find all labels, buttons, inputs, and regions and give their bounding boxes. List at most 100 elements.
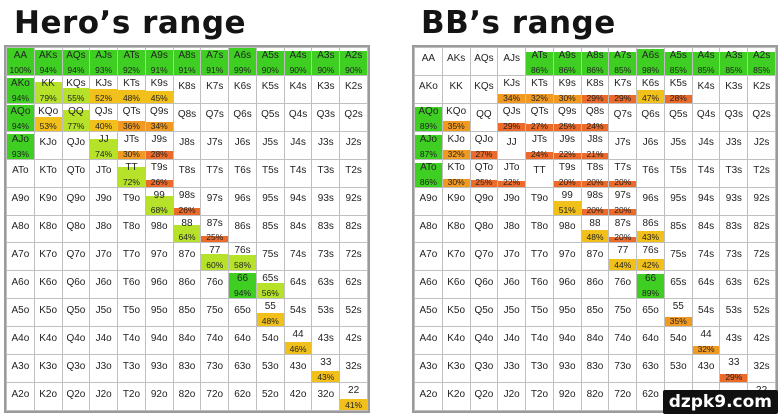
hand-label: 96o (558, 276, 576, 288)
frequency-fill (90, 138, 118, 159)
hero-cell-83s: 83s (312, 215, 340, 243)
hero-cell-T4s: T4s (284, 159, 312, 187)
frequency-label: 30% (447, 176, 465, 187)
bb-cell-95o: 95o (553, 299, 581, 327)
frequency-label: 24% (586, 120, 604, 131)
bb-cell-72o: 72o (609, 383, 637, 410)
bb-cell-Q3o: Q3o (470, 355, 498, 383)
hero-cell-86o: 86o (173, 271, 201, 299)
hand-label: K8s (178, 81, 196, 93)
hero-cell-QTo: QTo (62, 159, 90, 187)
hero-cell-T6o: T6o (118, 271, 145, 299)
bb-cell-83s: 83s (720, 215, 748, 243)
hand-label: AKs (446, 53, 466, 65)
bb-cell-72s: 72s (748, 243, 775, 271)
frequency-label: 40% (95, 120, 113, 131)
hand-label: Q6s (233, 109, 252, 121)
hand-label: K5s (261, 81, 279, 93)
hero-cell-JTs: JTs 30% (118, 131, 145, 159)
hand-label: 85o (586, 304, 604, 316)
bb-cell-J9o: J9o (498, 187, 526, 215)
hand-label: J2s (753, 137, 770, 149)
frequency-fill (498, 122, 526, 131)
hand-label: J4s (698, 137, 714, 149)
hero-cell-A5o: A5o (7, 299, 34, 327)
bb-cell-ATo: ATo 86% (415, 159, 442, 187)
hand-label: AA (421, 53, 436, 65)
hand-label: 44 (292, 329, 304, 341)
bb-cell-T8s: T8s 20% (581, 159, 609, 187)
bb-cell-A2s: A2s 85% (748, 48, 775, 75)
bb-cell-53o: 53o (664, 355, 692, 383)
hand-label: 82s (345, 221, 362, 233)
hand-label: 43o (289, 360, 307, 372)
frequency-fill (145, 90, 173, 103)
frequency-label: 86% (586, 64, 604, 75)
bb-cell-82s: 82s (748, 215, 775, 243)
hand-label: A5s (669, 50, 687, 61)
bb-cell-AQs: AQs (470, 48, 498, 75)
bb-cell-AJs: AJs (498, 48, 526, 75)
hand-label: KQo (38, 105, 59, 117)
hand-label: 73s (725, 248, 742, 260)
bb-cell-TT: TT (526, 159, 553, 187)
hand-label: K5o (447, 304, 466, 316)
hero-cell-A6s: A6s 99% (229, 48, 256, 75)
hand-label: QJo (474, 133, 494, 145)
bb-cell-KTs: KTs 32% (526, 75, 553, 103)
bb-range-grid: AA AKs AQs AJs ATs 86% A9s 86% A8s 86% A7s 85% A6s 98… (412, 45, 778, 413)
hand-label: KJs (95, 77, 113, 89)
hand-label: KTo (447, 161, 465, 173)
hand-label: K8o (39, 221, 58, 233)
hand-label: Q2s (344, 109, 363, 121)
hand-label: T4s (697, 165, 715, 177)
bb-cell-K9s: K9s 30% (553, 75, 581, 103)
hand-label: 88 (181, 217, 193, 229)
frequency-fill (664, 52, 692, 75)
bb-cell-64s: 64s (692, 271, 720, 299)
bb-cell-K3s: K3s (720, 75, 748, 103)
hero-cell-Q8o: Q8o (62, 215, 90, 243)
hand-label: AA (13, 50, 28, 61)
hand-label: T3o (530, 360, 549, 372)
frequency-label: 44% (614, 260, 632, 271)
hand-label: 98s (586, 189, 604, 201)
frequency-fill (609, 258, 637, 271)
hand-label: A7o (11, 248, 30, 260)
hand-label: 74o (206, 332, 224, 344)
hand-label: 63o (642, 360, 659, 372)
hero-cell-54o: 54o (256, 327, 284, 355)
hero-cell-Q8s: Q8s (173, 103, 201, 131)
hero-cell-97s: 97s (201, 187, 229, 215)
bb-cell-KTo: KTo 30% (442, 159, 470, 187)
hand-label: A9o (11, 193, 30, 205)
hero-cell-76s: 76s 58% (229, 243, 256, 271)
hand-label: 87s (614, 217, 631, 229)
bb-grid-cells: AA AKs AQs AJs ATs 86% A9s 86% A8s 86% A7s 85% A6s 98… (415, 48, 775, 410)
frequency-fill (229, 254, 256, 271)
hand-label: T9o (530, 193, 549, 205)
hand-label: Q4s (288, 109, 308, 121)
bb-cell-75s: 75s (664, 243, 692, 271)
hero-cell-A2o: A2o (7, 383, 34, 410)
hero-cell-J7s: J7s (201, 131, 229, 159)
hand-label: 95s (262, 193, 279, 205)
frequency-fill (201, 50, 229, 75)
bb-cell-Q4s: Q4s (692, 103, 720, 131)
hand-label: 53s (725, 304, 742, 316)
frequency-label: 20% (614, 204, 632, 215)
hero-cell-T5s: T5s (256, 159, 284, 187)
hand-label: 63s (725, 276, 742, 288)
frequency-fill (748, 52, 775, 75)
hero-cell-K3s: K3s (312, 75, 340, 103)
hand-label: 42s (345, 332, 362, 344)
hand-label: A6o (419, 276, 438, 288)
hand-label: J8o (503, 221, 520, 233)
frequency-label: 85% (697, 64, 715, 75)
bb-cell-52s: 52s (748, 299, 775, 327)
frequency-label: 85% (669, 64, 687, 75)
hand-label: A5o (11, 304, 30, 316)
hero-cell-ATo: ATo (7, 159, 34, 187)
bb-cell-QJs: QJs 29% (498, 103, 526, 131)
bb-cell-74s: 74s (692, 243, 720, 271)
